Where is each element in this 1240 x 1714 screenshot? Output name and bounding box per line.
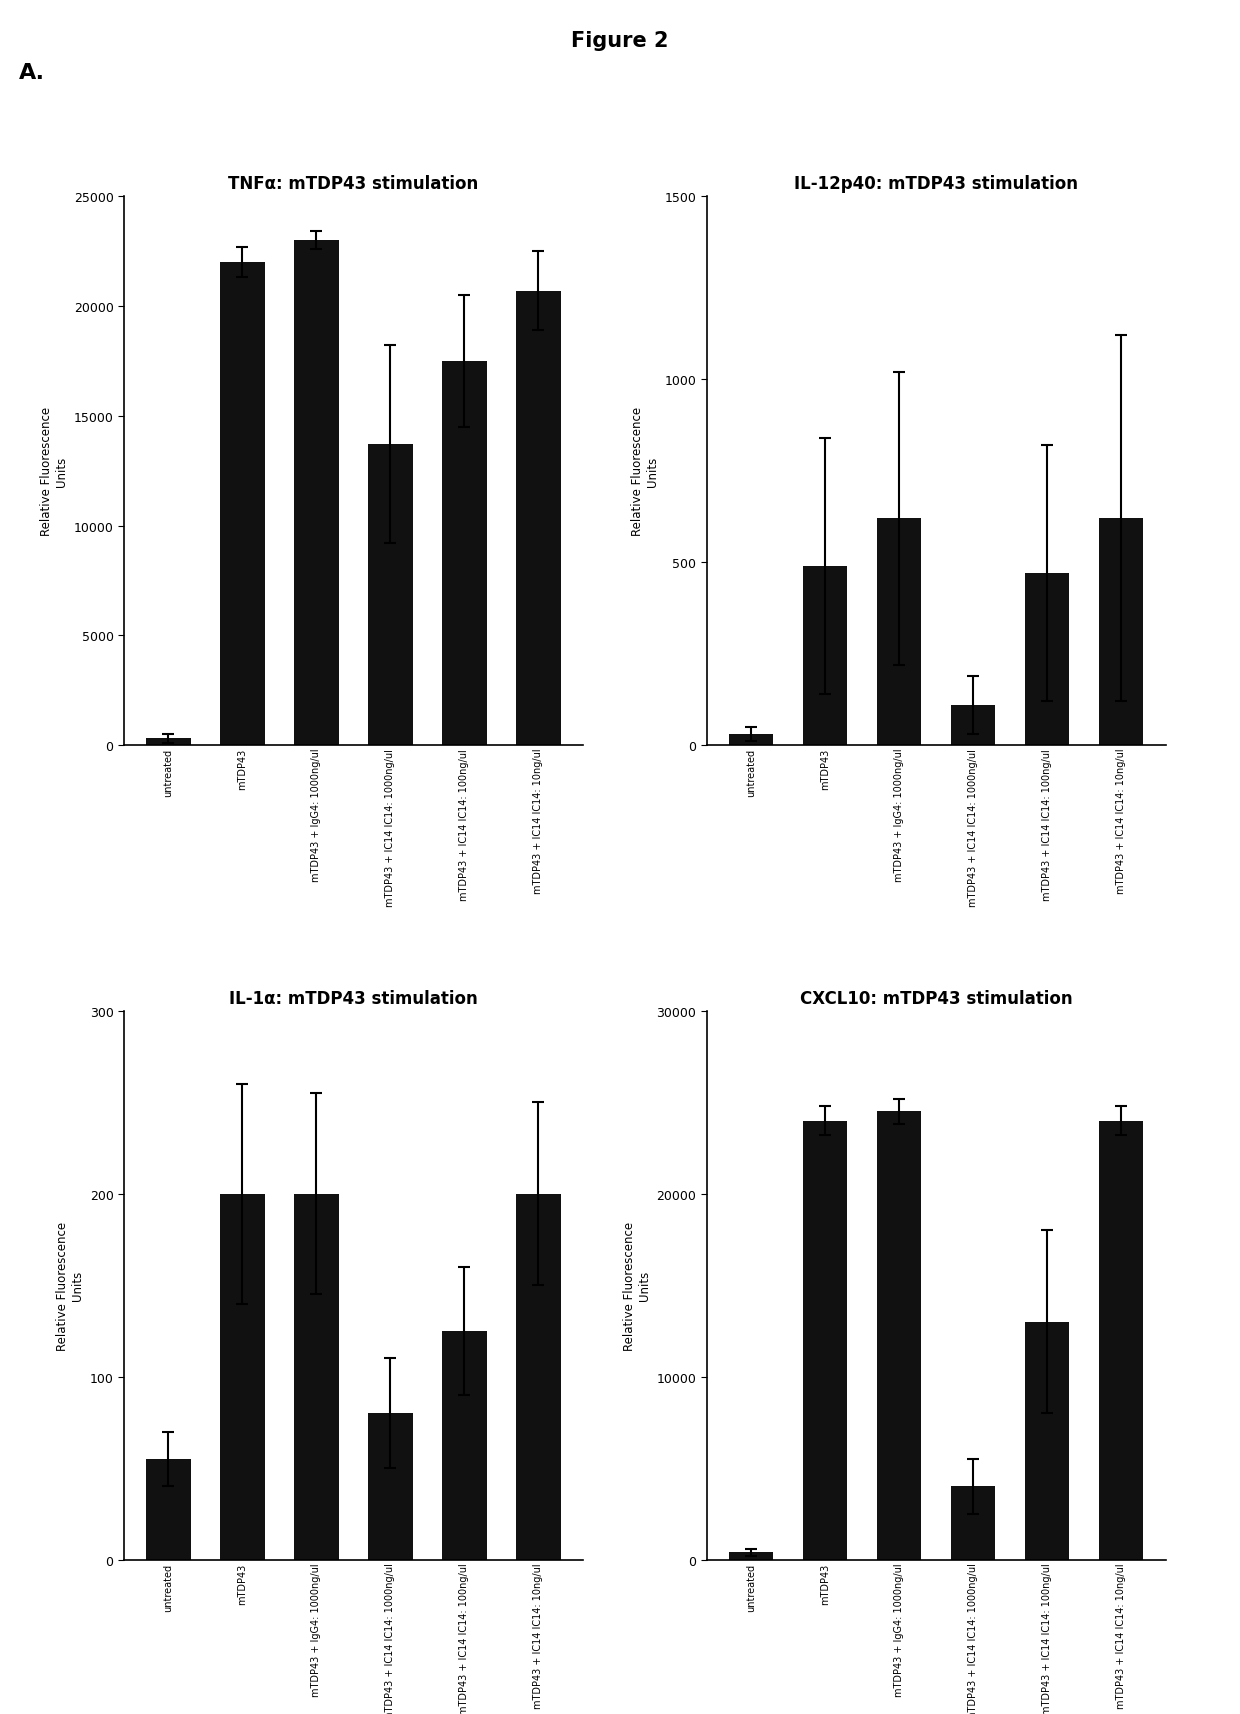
- Bar: [516, 291, 560, 746]
- Bar: [221, 262, 264, 746]
- Y-axis label: Relative Fluorescence
Units: Relative Fluorescence Units: [56, 1220, 84, 1351]
- Bar: [729, 1553, 774, 1560]
- Bar: [443, 1332, 486, 1560]
- Bar: [877, 519, 921, 746]
- Title: TNFα: mTDP43 stimulation: TNFα: mTDP43 stimulation: [228, 175, 479, 192]
- Bar: [368, 446, 413, 746]
- Y-axis label: Relative Fluorescence
Units: Relative Fluorescence Units: [631, 406, 658, 536]
- Bar: [443, 362, 486, 746]
- Title: IL-1α: mTDP43 stimulation: IL-1α: mTDP43 stimulation: [229, 989, 477, 1006]
- Bar: [1099, 519, 1143, 746]
- Text: A.: A.: [19, 63, 45, 84]
- Bar: [294, 242, 339, 746]
- Title: CXCL10: mTDP43 stimulation: CXCL10: mTDP43 stimulation: [800, 989, 1073, 1006]
- Bar: [516, 1195, 560, 1560]
- Bar: [1025, 574, 1069, 746]
- Y-axis label: Relative Fluorescence
Units: Relative Fluorescence Units: [622, 1220, 651, 1351]
- Bar: [294, 1195, 339, 1560]
- Bar: [368, 1414, 413, 1560]
- Bar: [146, 1459, 191, 1560]
- Bar: [804, 1121, 847, 1560]
- Bar: [951, 706, 996, 746]
- Y-axis label: Relative Fluorescence
Units: Relative Fluorescence Units: [40, 406, 68, 536]
- Bar: [146, 739, 191, 746]
- Bar: [729, 735, 774, 746]
- Title: IL-12p40: mTDP43 stimulation: IL-12p40: mTDP43 stimulation: [794, 175, 1079, 192]
- Text: Figure 2: Figure 2: [572, 31, 668, 51]
- Bar: [804, 566, 847, 746]
- Bar: [221, 1195, 264, 1560]
- Bar: [1025, 1321, 1069, 1560]
- Bar: [1099, 1121, 1143, 1560]
- Bar: [877, 1112, 921, 1560]
- Bar: [951, 1486, 996, 1560]
